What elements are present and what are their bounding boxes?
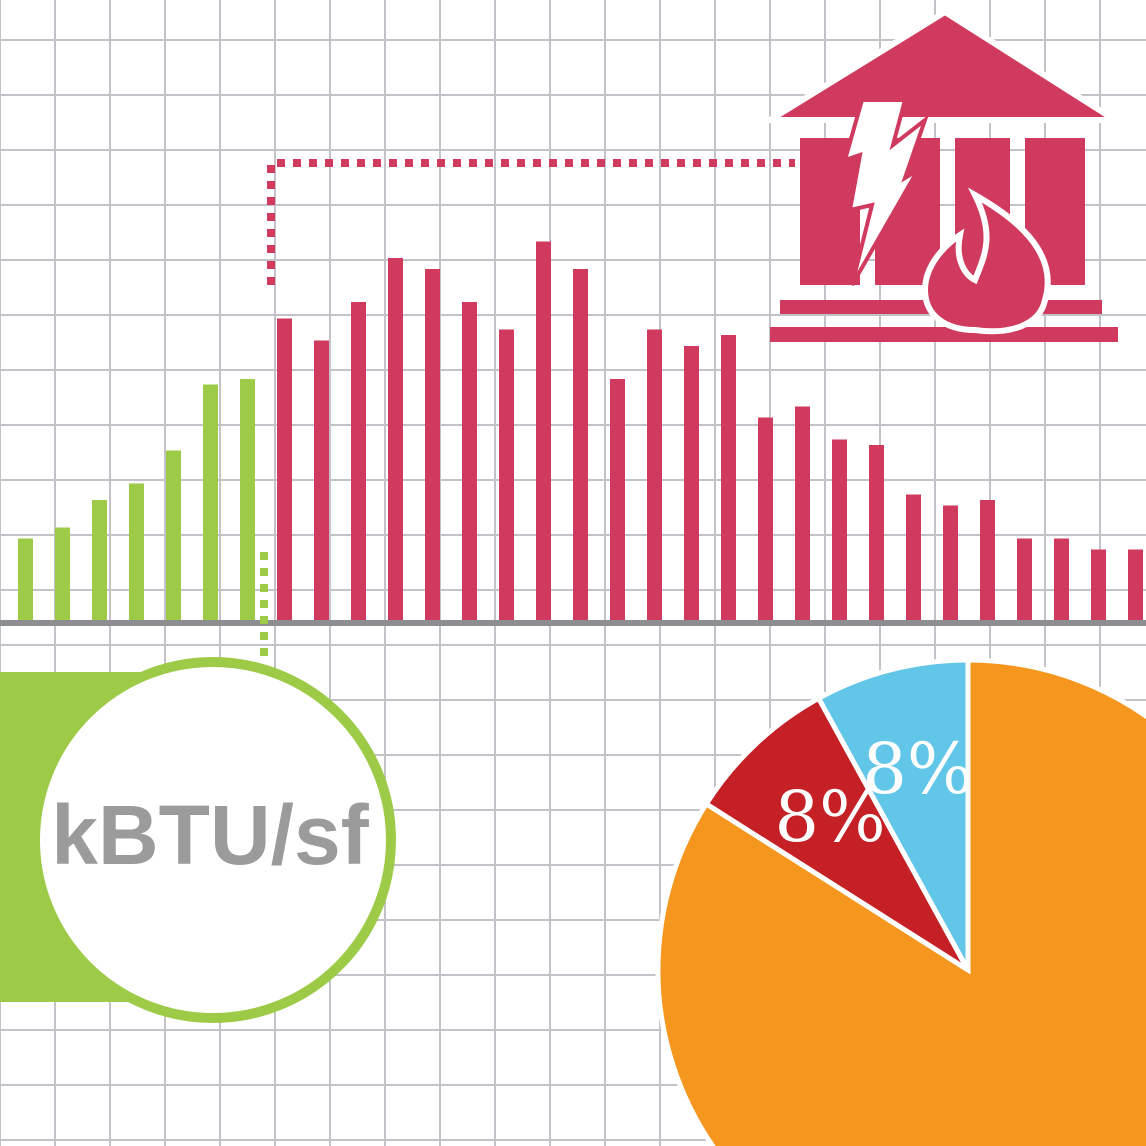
bar <box>721 335 736 621</box>
pie-chart: 8%8% <box>655 657 1146 1146</box>
bar <box>203 384 218 621</box>
pie-slice <box>815 657 971 972</box>
bar <box>943 505 958 621</box>
unit-label: kBTU/sf <box>51 788 369 882</box>
bar <box>1128 549 1143 621</box>
bar <box>314 340 329 621</box>
bar <box>610 379 625 621</box>
pie-slice <box>702 694 971 973</box>
bar <box>832 439 847 621</box>
label-circle <box>30 657 396 1023</box>
bar <box>425 269 440 621</box>
bar <box>869 445 884 621</box>
bar <box>166 450 181 621</box>
pie-slice <box>655 657 1146 1146</box>
bar <box>462 302 477 621</box>
bar <box>55 527 70 621</box>
bar <box>647 329 662 621</box>
bar <box>758 417 773 621</box>
bar <box>351 302 366 621</box>
bar <box>388 258 403 621</box>
bar <box>240 379 255 621</box>
bar-chart <box>18 241 1143 621</box>
bar <box>906 494 921 621</box>
bar <box>129 483 144 621</box>
bar <box>1091 549 1106 621</box>
bar <box>980 500 995 621</box>
building-icon <box>759 8 1126 342</box>
bar <box>92 500 107 621</box>
bar <box>1017 538 1032 621</box>
bar <box>499 329 514 621</box>
bar <box>1054 538 1069 621</box>
bar <box>18 538 33 621</box>
dotted-connector <box>267 159 795 285</box>
bar <box>573 269 588 621</box>
pie-label: 8% <box>862 728 973 810</box>
bar <box>795 406 810 621</box>
bar <box>277 318 292 621</box>
bar <box>536 241 551 621</box>
bar <box>684 346 699 621</box>
